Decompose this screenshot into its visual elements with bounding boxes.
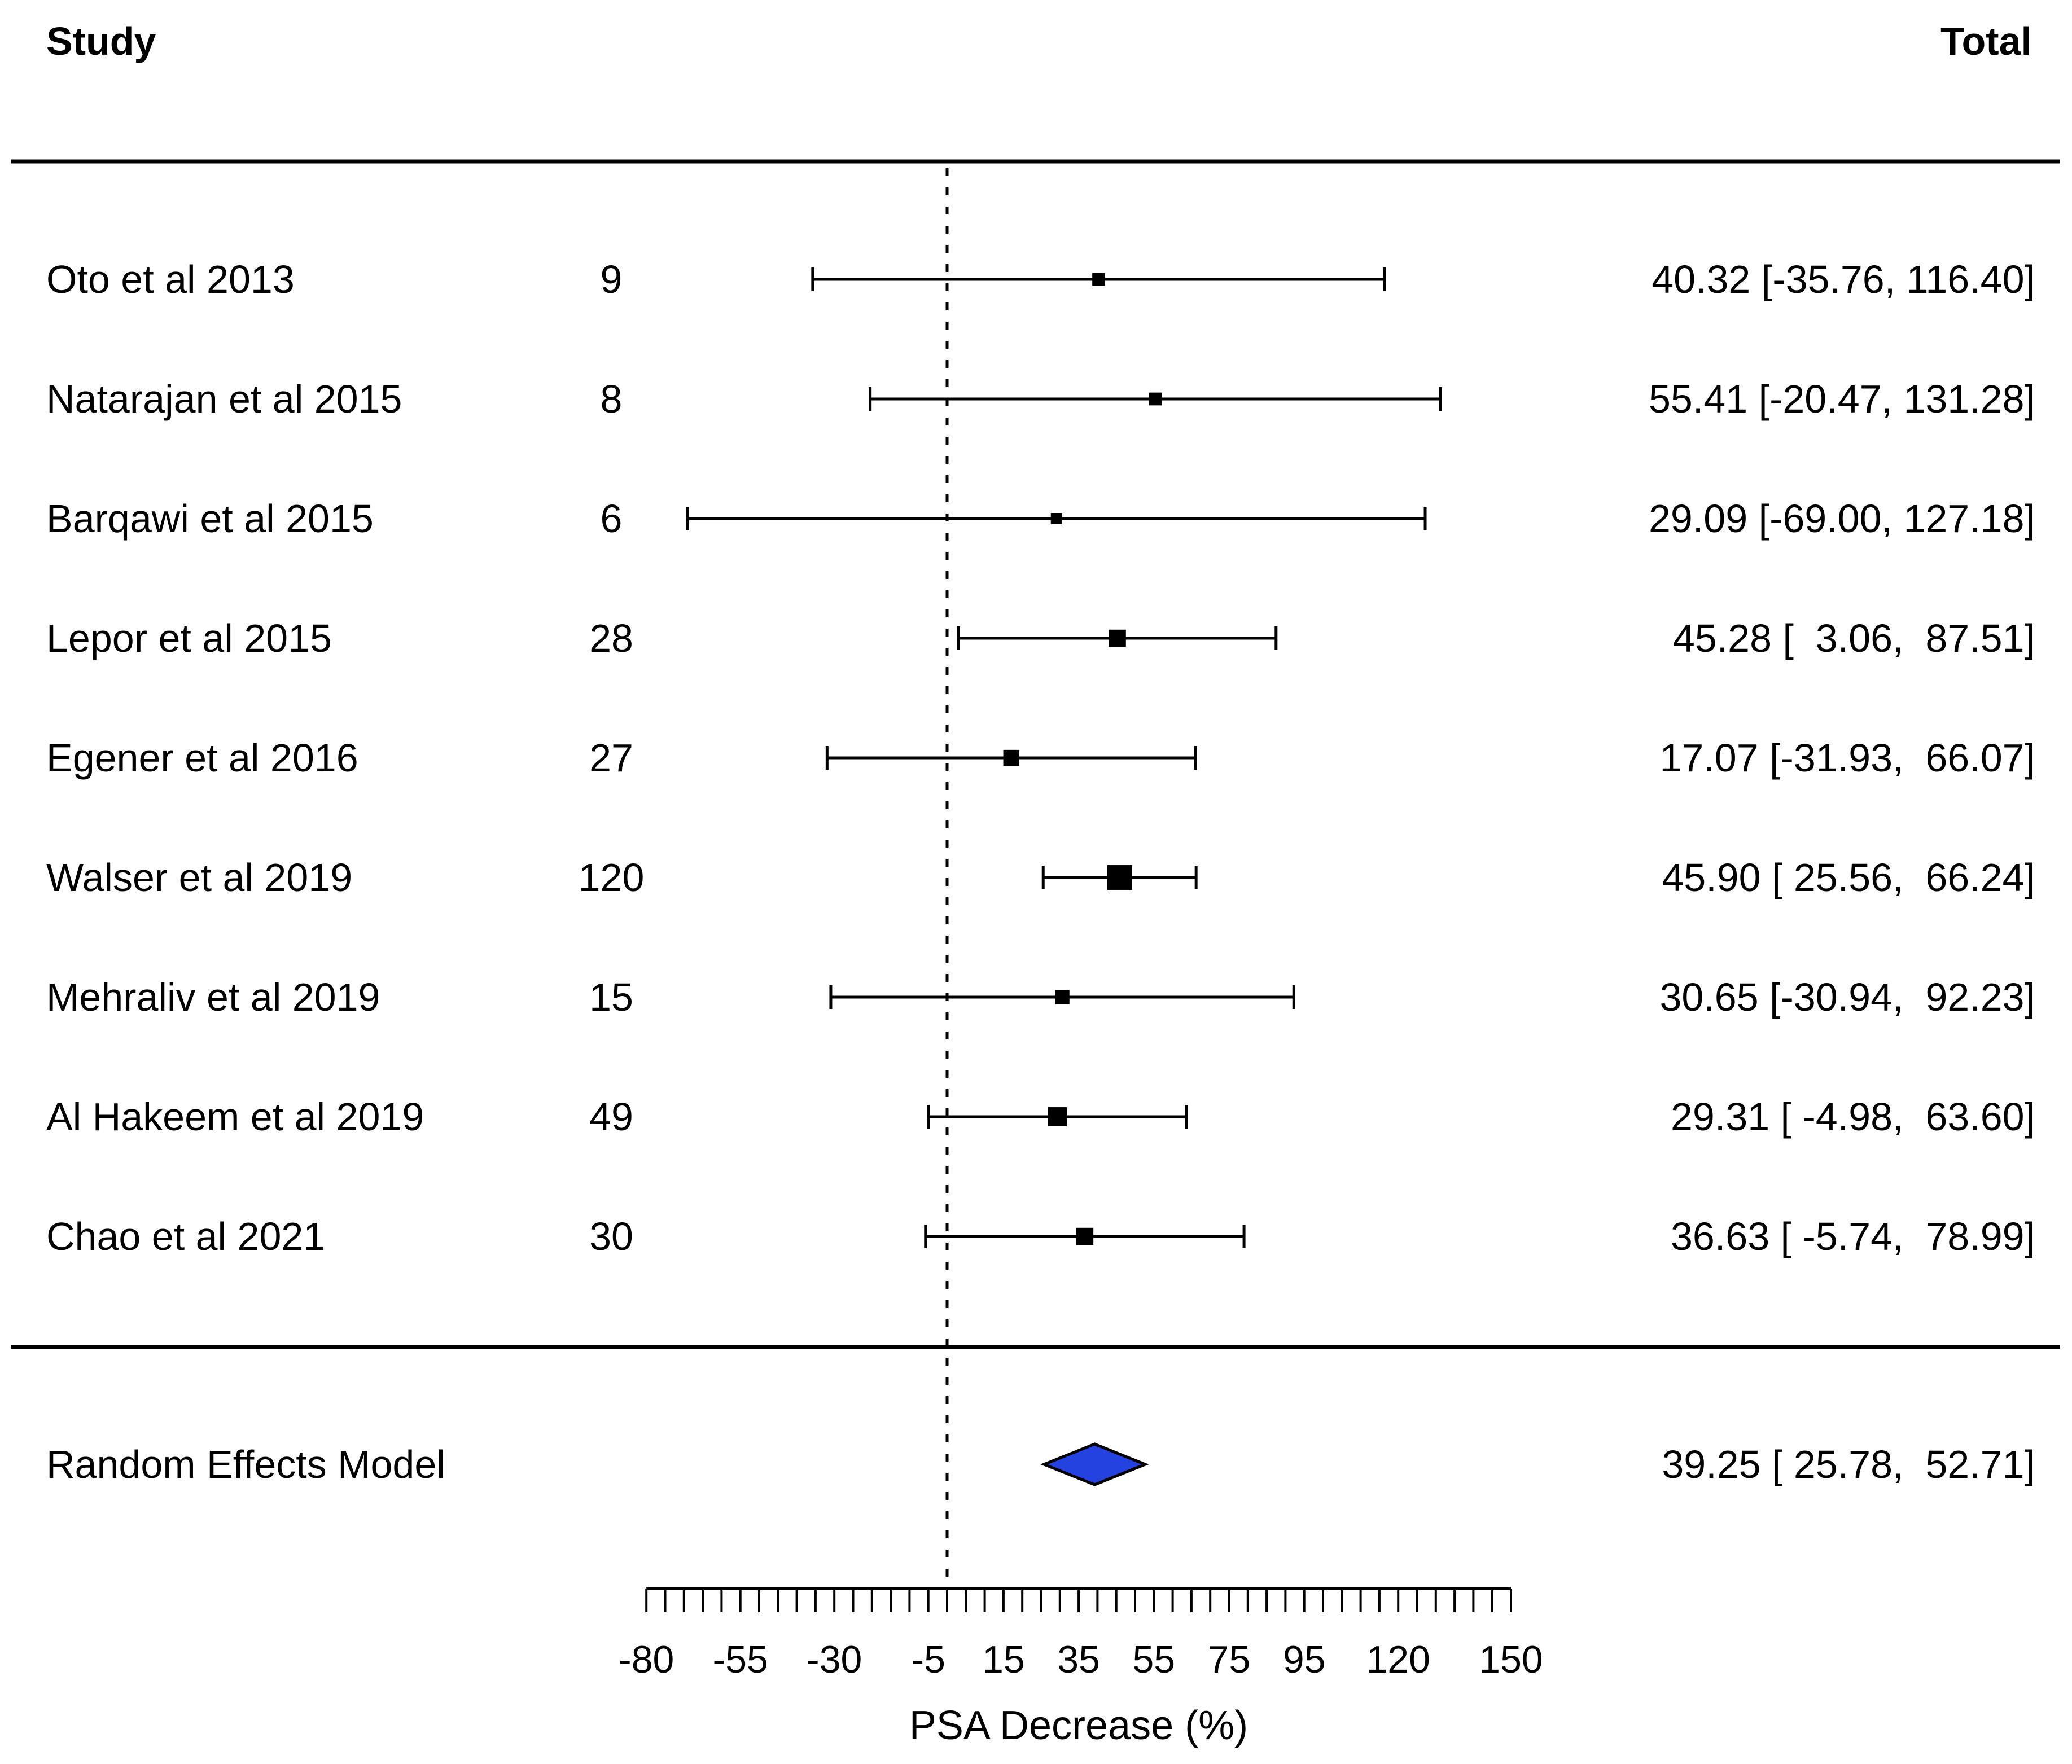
study-estimate-text: 29.09 [-69.00, 127.18] <box>1649 497 2035 541</box>
study-name: Natarajan et al 2015 <box>46 377 402 421</box>
summary-estimate-text: 39.25 [ 25.78, 52.71] <box>1662 1442 2035 1486</box>
study-name: Lepor et al 2015 <box>46 616 332 660</box>
study-total: 9 <box>601 257 623 301</box>
x-axis-tick-label: 150 <box>1479 1638 1543 1681</box>
study-row: Chao et al 2021 30 36.63 [ -5.74, 78.99] <box>46 1214 2035 1258</box>
study-estimate-text: 45.28 [ 3.06, 87.51] <box>1673 616 2035 660</box>
x-axis-tick-label: -30 <box>807 1638 862 1681</box>
x-axis-tick-label: 120 <box>1366 1638 1430 1681</box>
study-name: Chao et al 2021 <box>46 1214 325 1258</box>
x-axis-title: PSA Decrease (%) <box>909 1703 1248 1748</box>
x-axis-tick-label: -80 <box>619 1638 674 1681</box>
x-axis-tick-label: 35 <box>1057 1638 1100 1681</box>
column-header-total: Total <box>1940 19 2032 63</box>
estimate-square <box>1149 392 1162 406</box>
study-total: 8 <box>601 377 623 421</box>
estimate-square <box>1055 990 1070 1004</box>
study-row: Egener et al 2016 27 17.07 [-31.93, 66.07] <box>46 736 2035 780</box>
estimate-square <box>1076 1227 1094 1245</box>
x-axis-tick-label: 95 <box>1283 1638 1326 1681</box>
study-total: 15 <box>589 975 633 1019</box>
study-row: Walser et al 2019 120 45.90 [ 25.56, 66.24… <box>46 855 2035 899</box>
study-total: 49 <box>589 1095 633 1139</box>
study-total: 6 <box>601 497 623 541</box>
study-row: Natarajan et al 2015 8 55.41 [-20.47, 131.… <box>46 377 2035 421</box>
study-row: Lepor et al 2015 28 45.28 [ 3.06, 87.51] <box>46 616 2035 660</box>
x-axis-tick-label: 55 <box>1132 1638 1175 1681</box>
x-axis-tick-label: 15 <box>982 1638 1025 1681</box>
study-estimate-text: 55.41 [-20.47, 131.28] <box>1649 377 2035 421</box>
study-name: Egener et al 2016 <box>46 736 358 780</box>
summary-diamond <box>1040 1442 1149 1486</box>
study-estimate-text: 36.63 [ -5.74, 78.99] <box>1671 1214 2035 1258</box>
study-row: Oto et al 2013 9 40.32 [-35.76, 116.40] <box>46 257 2035 301</box>
study-name: Oto et al 2013 <box>46 257 295 301</box>
study-total: 28 <box>589 616 633 660</box>
study-rows: Oto et al 2013 9 40.32 [-35.76, 116.40] Nat… <box>46 257 2035 1258</box>
study-name: Mehraliv et al 2019 <box>46 975 380 1019</box>
study-estimate-text: 30.65 [-30.94, 92.23] <box>1659 975 2035 1019</box>
study-name: Barqawi et al 2015 <box>46 497 374 541</box>
summary-row-label: Random Effects Model <box>46 1442 445 1486</box>
x-axis: -80 -55 -30 -5 15 35 55 75 95 120 150 <box>619 1587 1543 1681</box>
study-name: Walser et al 2019 <box>46 855 352 899</box>
x-axis-tick-label: 75 <box>1208 1638 1251 1681</box>
study-estimate-text: 17.07 [-31.93, 66.07] <box>1659 736 2035 780</box>
study-row: Al Hakeem et al 2019 49 29.31 [ -4.98, 63.… <box>46 1095 2035 1139</box>
x-axis-tick-label: -55 <box>713 1638 768 1681</box>
x-axis-ticks <box>645 1589 1512 1612</box>
x-axis-tick-label: -5 <box>911 1638 945 1681</box>
study-total: 120 <box>579 855 645 899</box>
study-estimate-text: 29.31 [ -4.98, 63.60] <box>1671 1095 2035 1139</box>
estimate-square <box>1107 865 1132 890</box>
study-row: Mehraliv et al 2019 15 30.65 [-30.94, 92.2… <box>46 975 2035 1019</box>
column-header-study: Study <box>46 19 156 63</box>
study-total: 27 <box>589 736 633 780</box>
study-name: Al Hakeem et al 2019 <box>46 1095 424 1139</box>
estimate-square <box>1109 629 1126 647</box>
study-estimate-text: 40.32 [-35.76, 116.40] <box>1652 257 2035 301</box>
estimate-square <box>1003 749 1019 766</box>
study-total: 30 <box>589 1214 633 1258</box>
estimate-square <box>1048 1107 1067 1126</box>
study-estimate-text: 45.90 [ 25.56, 66.24] <box>1662 855 2035 899</box>
study-row: Barqawi et al 2015 6 29.09 [-69.00, 127.18… <box>46 497 2035 541</box>
estimate-square <box>1050 513 1062 524</box>
estimate-square <box>1092 273 1105 286</box>
x-axis-tick-labels: -80 -55 -30 -5 15 35 55 75 95 120 150 <box>619 1638 1543 1681</box>
